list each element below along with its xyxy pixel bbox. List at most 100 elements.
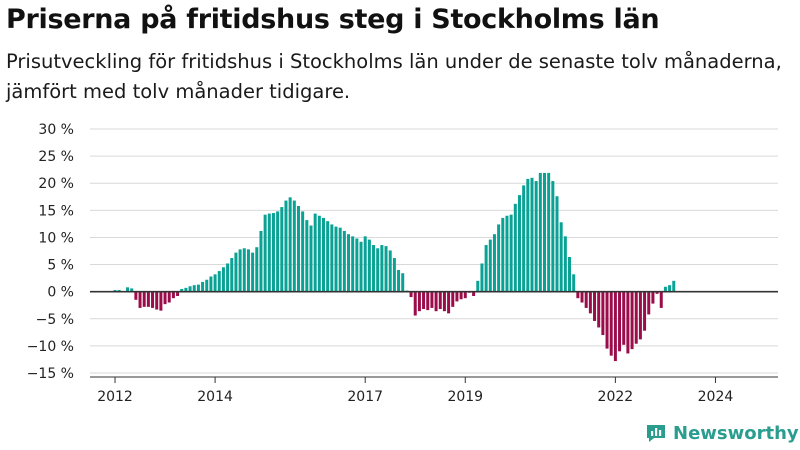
bar (626, 291, 630, 354)
bar (442, 291, 446, 312)
bar (151, 291, 155, 308)
bar (397, 269, 401, 292)
bar (313, 213, 317, 292)
bar (588, 291, 592, 314)
axes (90, 290, 778, 383)
bar (359, 241, 363, 292)
bar (426, 291, 430, 311)
bar (280, 207, 284, 292)
x-axis-tick-labels: 2012 2014 2017 2019 2022 2024 (97, 389, 733, 405)
bar (542, 172, 546, 292)
bar (246, 249, 250, 292)
bar (301, 211, 305, 292)
bar (672, 280, 676, 292)
bar (438, 291, 442, 310)
bar (230, 258, 234, 292)
bar (547, 172, 551, 292)
bar (580, 291, 584, 303)
bar (288, 197, 292, 292)
bar (117, 290, 121, 292)
bar (284, 200, 288, 292)
bar (559, 222, 563, 292)
bar (372, 245, 376, 292)
bar (488, 239, 492, 292)
bar (630, 291, 634, 350)
bar (447, 291, 451, 314)
bar (463, 291, 467, 299)
bar (351, 236, 355, 292)
bar (392, 258, 396, 292)
bar (163, 291, 167, 305)
bar (176, 291, 180, 297)
bar (146, 291, 150, 307)
bar (422, 291, 426, 310)
bar (155, 291, 159, 310)
bar (217, 271, 221, 292)
y-tick-label: 20 % (38, 176, 74, 192)
y-tick-label: −5 % (36, 312, 74, 328)
bar (267, 213, 271, 292)
x-tick-label: 2012 (97, 389, 133, 405)
bar (205, 279, 209, 292)
bar (476, 280, 480, 292)
bar (234, 252, 238, 292)
bar (555, 196, 559, 292)
bar (417, 291, 421, 312)
bar (309, 225, 313, 292)
bar (622, 291, 626, 345)
bar (196, 284, 200, 292)
bar (430, 291, 434, 308)
bar (296, 205, 300, 292)
bar (134, 291, 138, 300)
bar (663, 286, 667, 292)
bar (530, 177, 534, 292)
newsworthy-logo-icon (647, 425, 665, 442)
y-tick-label: 0 % (47, 285, 74, 301)
last-value-annotation: 2 % (759, 0, 788, 4)
bar (480, 263, 484, 292)
bar (563, 236, 567, 292)
bar (171, 291, 175, 299)
bar (292, 200, 296, 292)
bar (138, 291, 142, 308)
bar (342, 230, 346, 292)
bar (363, 236, 367, 292)
y-tick-label: 10 % (38, 230, 74, 246)
bar (484, 245, 488, 292)
bar (330, 224, 334, 292)
bar (376, 248, 380, 292)
bar (434, 291, 438, 312)
x-tick-label: 2017 (347, 389, 383, 405)
bar (384, 246, 388, 292)
bar (572, 274, 576, 292)
bar (255, 247, 259, 292)
bar (201, 281, 205, 292)
bar (322, 217, 326, 292)
bar (609, 291, 613, 356)
bar (188, 286, 192, 292)
bar (513, 203, 517, 292)
bar (597, 291, 601, 328)
bar (472, 291, 476, 297)
bar (259, 230, 263, 292)
y-tick-label: 15 % (38, 203, 74, 219)
bar (605, 291, 609, 349)
bar (668, 285, 672, 292)
bar (492, 234, 496, 292)
bar (242, 248, 246, 292)
bar (409, 291, 413, 298)
bar (276, 211, 280, 292)
bar (263, 214, 267, 292)
bar (497, 224, 501, 292)
annotations: 2 % (759, 0, 788, 4)
bar (643, 291, 647, 331)
bar (655, 291, 659, 294)
bar (238, 249, 242, 292)
bar (401, 273, 405, 292)
bar (659, 291, 663, 308)
bar (501, 217, 505, 292)
bar (634, 291, 638, 344)
bar (347, 234, 351, 292)
bar (142, 291, 146, 307)
